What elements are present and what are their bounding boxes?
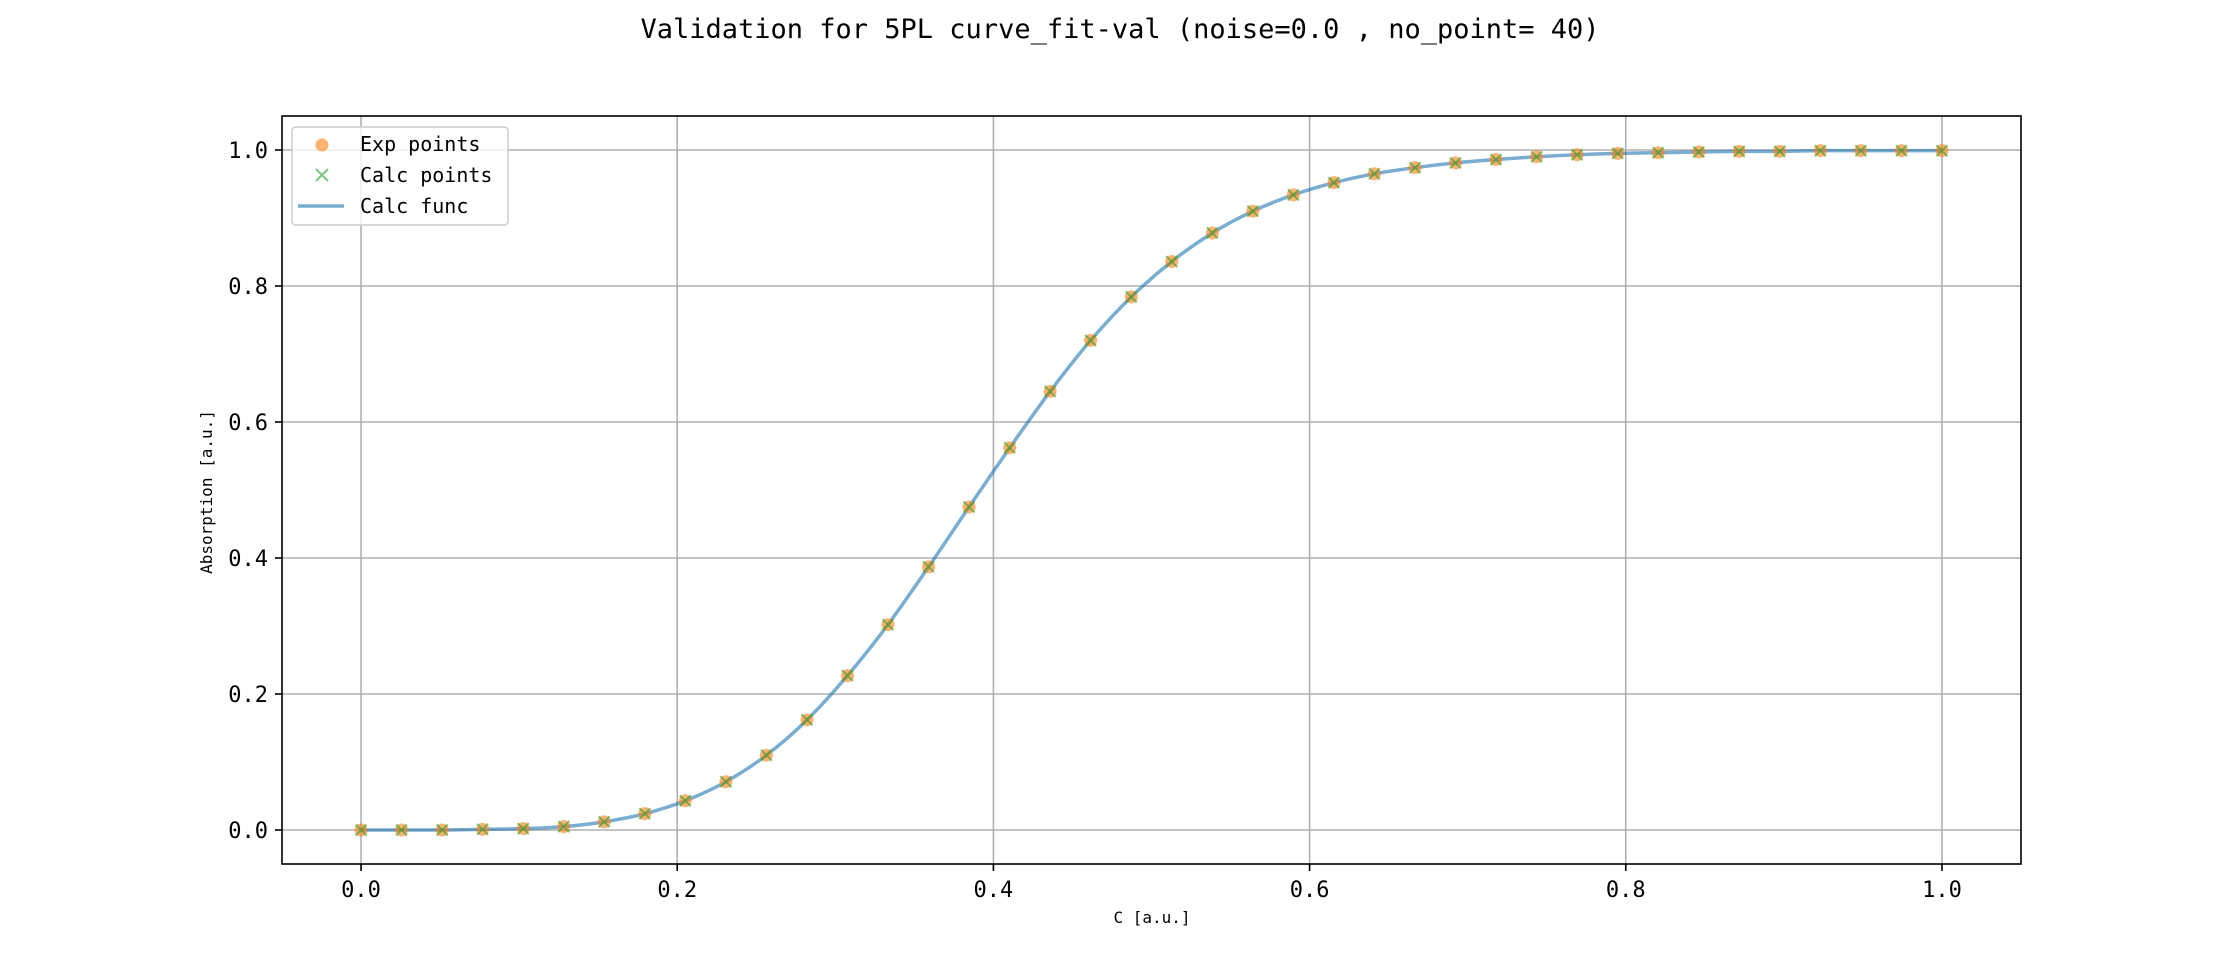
calc-point bbox=[1206, 226, 1219, 240]
legend-exp-marker bbox=[315, 138, 329, 152]
calc-point bbox=[1043, 385, 1057, 398]
calc-point bbox=[1003, 441, 1016, 455]
calc-point bbox=[1895, 144, 1908, 157]
calc-point bbox=[1530, 150, 1543, 164]
y-tick-label: 0.2 bbox=[228, 683, 268, 708]
chart-title: Validation for 5PL curve_fit-val (noise=… bbox=[640, 14, 1599, 45]
legend: Exp points Calc points Calc func bbox=[291, 126, 509, 226]
calc-point bbox=[962, 500, 976, 514]
calc-point bbox=[1733, 145, 1746, 158]
calc-func-line bbox=[361, 148, 1942, 832]
calc-point bbox=[1854, 144, 1868, 157]
x-tick-label: 0.6 bbox=[1290, 878, 1330, 903]
calc-point bbox=[1449, 156, 1462, 170]
legend-func-label: Calc func bbox=[360, 194, 468, 218]
axis-ticks: 0.0 0.2 0.4 0.6 0.8 1.0 0.0 0.2 0.4 0.6 0.8 1.0 bbox=[228, 139, 1962, 903]
calc-point bbox=[841, 669, 854, 682]
calc-point bbox=[1814, 144, 1827, 157]
plot-frame bbox=[281, 115, 2022, 865]
x-tick-label: 0.0 bbox=[341, 878, 381, 903]
x-axis-label: C [a.u.] bbox=[1113, 908, 1190, 927]
calc-point bbox=[800, 713, 814, 727]
calc-point bbox=[597, 815, 611, 829]
calc-point bbox=[881, 618, 895, 631]
x-tick-label: 0.2 bbox=[657, 878, 697, 903]
calc-point bbox=[1773, 145, 1786, 158]
legend-exp-label: Exp points bbox=[360, 132, 480, 156]
y-tick-label: 0.8 bbox=[228, 275, 268, 300]
calc-point bbox=[638, 807, 652, 820]
calc-point bbox=[1125, 290, 1138, 304]
exp-points-layer bbox=[354, 144, 1949, 837]
y-tick-label: 0.0 bbox=[228, 819, 268, 844]
calc-point bbox=[1489, 153, 1503, 166]
calc-point bbox=[476, 823, 489, 836]
calc-point bbox=[1651, 146, 1665, 159]
calc-point bbox=[760, 748, 773, 762]
calc-point bbox=[435, 823, 449, 837]
grid bbox=[282, 116, 2021, 864]
calc-point bbox=[1692, 145, 1706, 159]
y-tick-label: 1.0 bbox=[228, 139, 268, 164]
calc-point bbox=[719, 775, 733, 788]
y-tick-label: 0.4 bbox=[228, 547, 268, 572]
calc-point bbox=[557, 820, 570, 833]
calc-points-layer bbox=[354, 144, 1949, 837]
calc-point bbox=[1570, 148, 1584, 161]
legend-box bbox=[291, 126, 509, 226]
calc-point bbox=[395, 823, 408, 837]
x-tick-label: 1.0 bbox=[1922, 878, 1962, 903]
calc-point bbox=[679, 794, 692, 807]
legend-calc-label: Calc points bbox=[360, 163, 492, 187]
calc-point bbox=[1611, 147, 1624, 160]
calc-point bbox=[1408, 161, 1422, 174]
calc-point bbox=[1165, 255, 1178, 268]
x-tick-label: 0.8 bbox=[1606, 878, 1646, 903]
x-tick-label: 0.4 bbox=[974, 878, 1014, 903]
calc-point bbox=[354, 823, 368, 837]
calc-point bbox=[1287, 188, 1300, 202]
calc-point bbox=[1327, 176, 1341, 189]
calc-point bbox=[1084, 334, 1097, 347]
y-axis-label: Absorption [a.u.] bbox=[197, 410, 216, 574]
legend-calc-marker bbox=[315, 168, 329, 182]
calc-point bbox=[1935, 144, 1949, 157]
calc-point bbox=[922, 560, 935, 574]
calc-point bbox=[517, 822, 530, 835]
calc-point bbox=[1246, 204, 1260, 218]
curve-layer bbox=[361, 148, 1942, 832]
y-tick-label: 0.6 bbox=[228, 411, 268, 436]
calc-point bbox=[1368, 167, 1381, 181]
